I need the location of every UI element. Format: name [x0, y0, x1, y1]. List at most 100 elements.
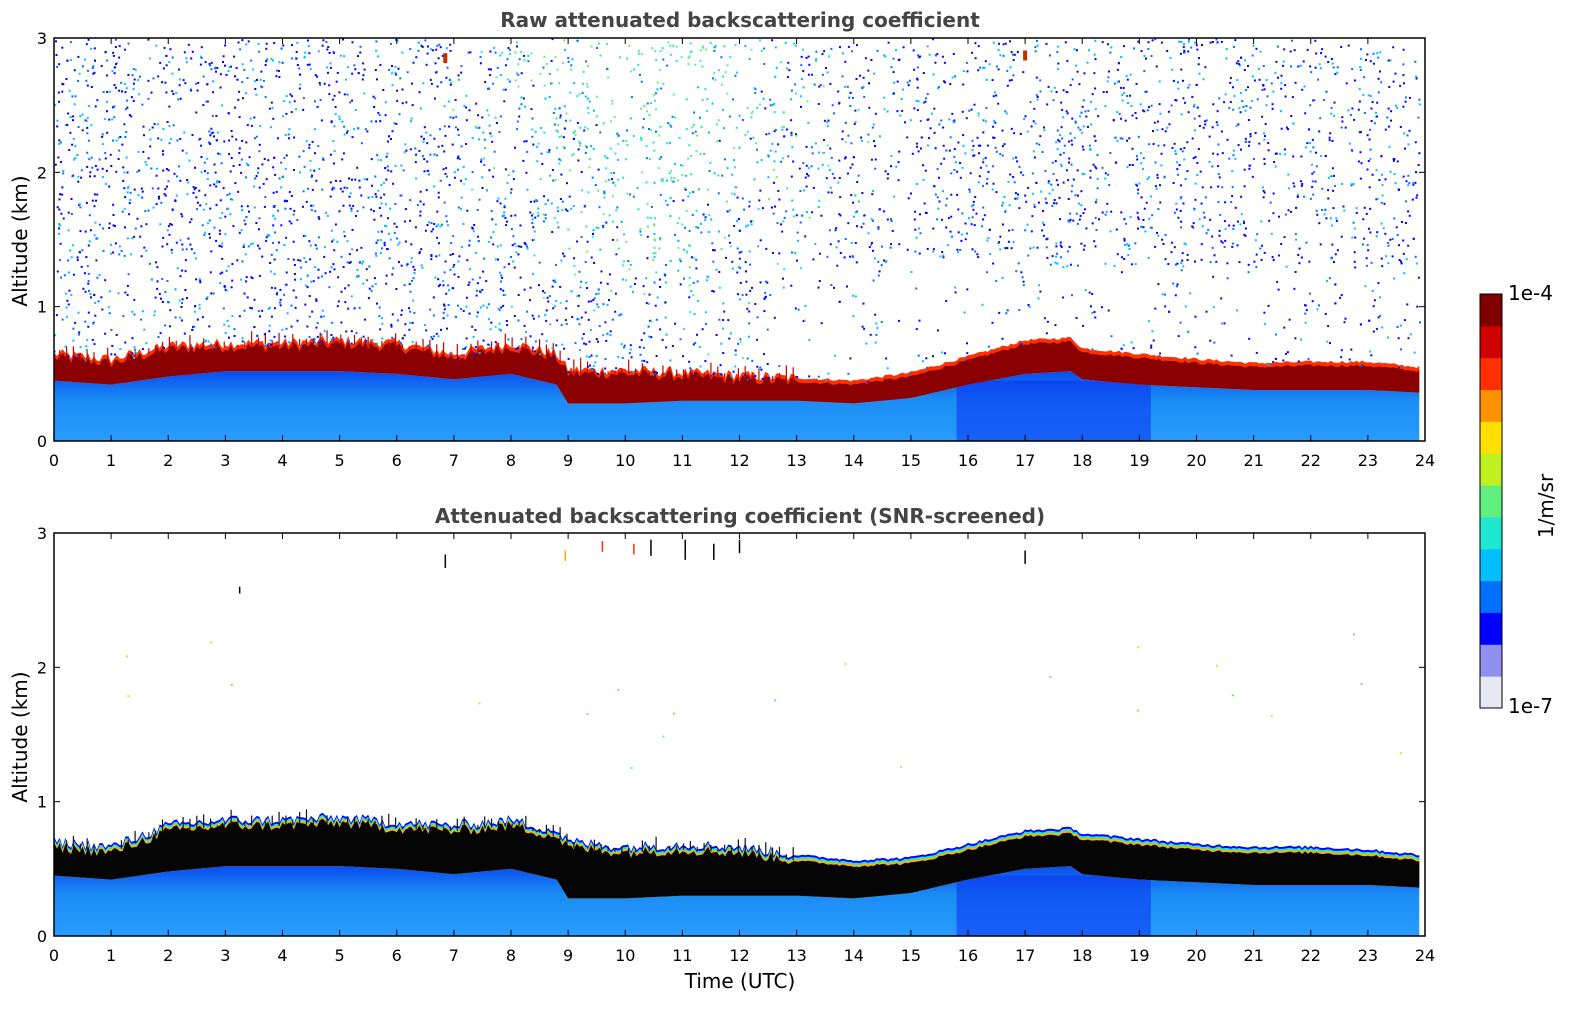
noise-speckle: [286, 200, 289, 203]
noise-speckle: [862, 222, 865, 225]
noise-speckle: [228, 192, 231, 195]
noise-speckle: [279, 298, 282, 301]
noise-speckle: [1187, 40, 1190, 43]
noise-speckle: [232, 165, 235, 167]
noise-speckle: [454, 99, 457, 101]
noise-speckle: [1160, 41, 1163, 44]
noise-speckle: [968, 217, 970, 220]
noise-speckle: [561, 200, 564, 203]
noise-speckle: [654, 217, 657, 220]
noise-speckle: [810, 146, 813, 149]
noise-speckle: [377, 189, 380, 192]
noise-speckle: [247, 40, 250, 43]
noise-speckle: [1156, 231, 1158, 234]
noise-speckle: [544, 213, 547, 216]
noise-speckle: [1009, 66, 1012, 69]
noise-speckle: [1311, 172, 1314, 175]
noise-speckle: [191, 328, 194, 331]
noise-speckle: [1198, 115, 1201, 118]
noise-speckle: [268, 234, 271, 237]
noise-speckle: [891, 229, 894, 232]
noise-speckle: [565, 307, 568, 310]
noise-speckle: [732, 370, 735, 373]
noise-speckle: [411, 82, 413, 85]
noise-speckle: [1385, 255, 1388, 258]
noise-speckle: [595, 124, 598, 127]
noise-speckle: [1042, 234, 1045, 237]
noise-speckle: [995, 150, 998, 153]
noise-speckle: [720, 342, 723, 345]
noise-speckle: [1003, 143, 1006, 146]
noise-speckle: [317, 341, 320, 344]
noise-speckle: [1243, 69, 1246, 71]
noise-speckle: [499, 202, 502, 205]
noise-speckle: [570, 64, 573, 67]
noise-speckle: [409, 199, 412, 202]
noise-speckle: [163, 193, 166, 196]
noise-speckle: [932, 355, 934, 358]
noise-speckle: [547, 300, 550, 303]
noise-speckle: [480, 160, 482, 163]
noise-speckle: [950, 172, 953, 175]
noise-speckle: [876, 49, 879, 52]
noise-speckle: [991, 188, 994, 191]
noise-speckle: [1104, 262, 1107, 265]
noise-speckle: [625, 279, 628, 282]
noise-speckle: [377, 55, 380, 58]
noise-speckle: [1297, 194, 1299, 197]
noise-speckle: [640, 339, 643, 341]
noise-speckle: [1080, 204, 1083, 207]
noise-speckle: [893, 81, 896, 84]
noise-speckle: [266, 58, 269, 61]
noise-speckle: [745, 270, 747, 273]
noise-speckle: [84, 320, 87, 323]
noise-speckle: [113, 105, 116, 108]
noise-speckle: [1136, 184, 1138, 187]
noise-speckle: [62, 83, 65, 86]
noise-speckle: [225, 289, 228, 292]
noise-speckle: [670, 179, 673, 182]
noise-speckle: [137, 194, 140, 197]
noise-speckle: [203, 161, 206, 164]
noise-speckle: [583, 205, 586, 208]
noise-speckle: [670, 170, 672, 173]
noise-speckle: [261, 86, 264, 89]
noise-speckle: [1137, 192, 1140, 195]
noise-speckle: [1371, 289, 1374, 292]
noise-speckle: [131, 310, 134, 313]
noise-speckle: [576, 121, 579, 124]
noise-speckle: [445, 167, 448, 170]
noise-speckle: [294, 278, 297, 281]
noise-speckle: [993, 136, 996, 139]
noise-speckle: [209, 236, 211, 239]
noise-speckle: [77, 354, 80, 357]
noise-speckle: [567, 60, 570, 63]
noise-speckle: [1116, 253, 1119, 256]
noise-speckle: [1003, 195, 1006, 198]
noise-speckle: [309, 258, 312, 261]
noise-speckle: [434, 97, 436, 100]
noise-speckle: [86, 151, 89, 154]
noise-speckle: [190, 89, 193, 92]
noise-speckle: [466, 209, 469, 212]
noise-speckle: [734, 353, 737, 356]
noise-speckle: [1178, 164, 1181, 166]
noise-speckle: [110, 328, 113, 331]
noise-speckle: [628, 268, 631, 271]
noise-speckle: [703, 152, 706, 155]
noise-speckle: [751, 220, 754, 222]
noise-speckle: [88, 105, 91, 108]
noise-speckle: [444, 172, 447, 175]
noise-speckle: [966, 70, 969, 73]
noise-speckle: [1145, 57, 1147, 60]
noise-speckle: [1004, 247, 1007, 250]
noise-speckle: [1327, 325, 1330, 328]
noise-speckle: [811, 73, 814, 76]
noise-speckle: [1255, 47, 1258, 50]
noise-speckle: [692, 294, 695, 297]
noise-speckle: [1170, 251, 1173, 254]
deep-blue-region: [956, 380, 1151, 441]
noise-speckle: [849, 357, 852, 360]
noise-speckle: [563, 39, 566, 42]
noise-speckle: [653, 224, 655, 227]
